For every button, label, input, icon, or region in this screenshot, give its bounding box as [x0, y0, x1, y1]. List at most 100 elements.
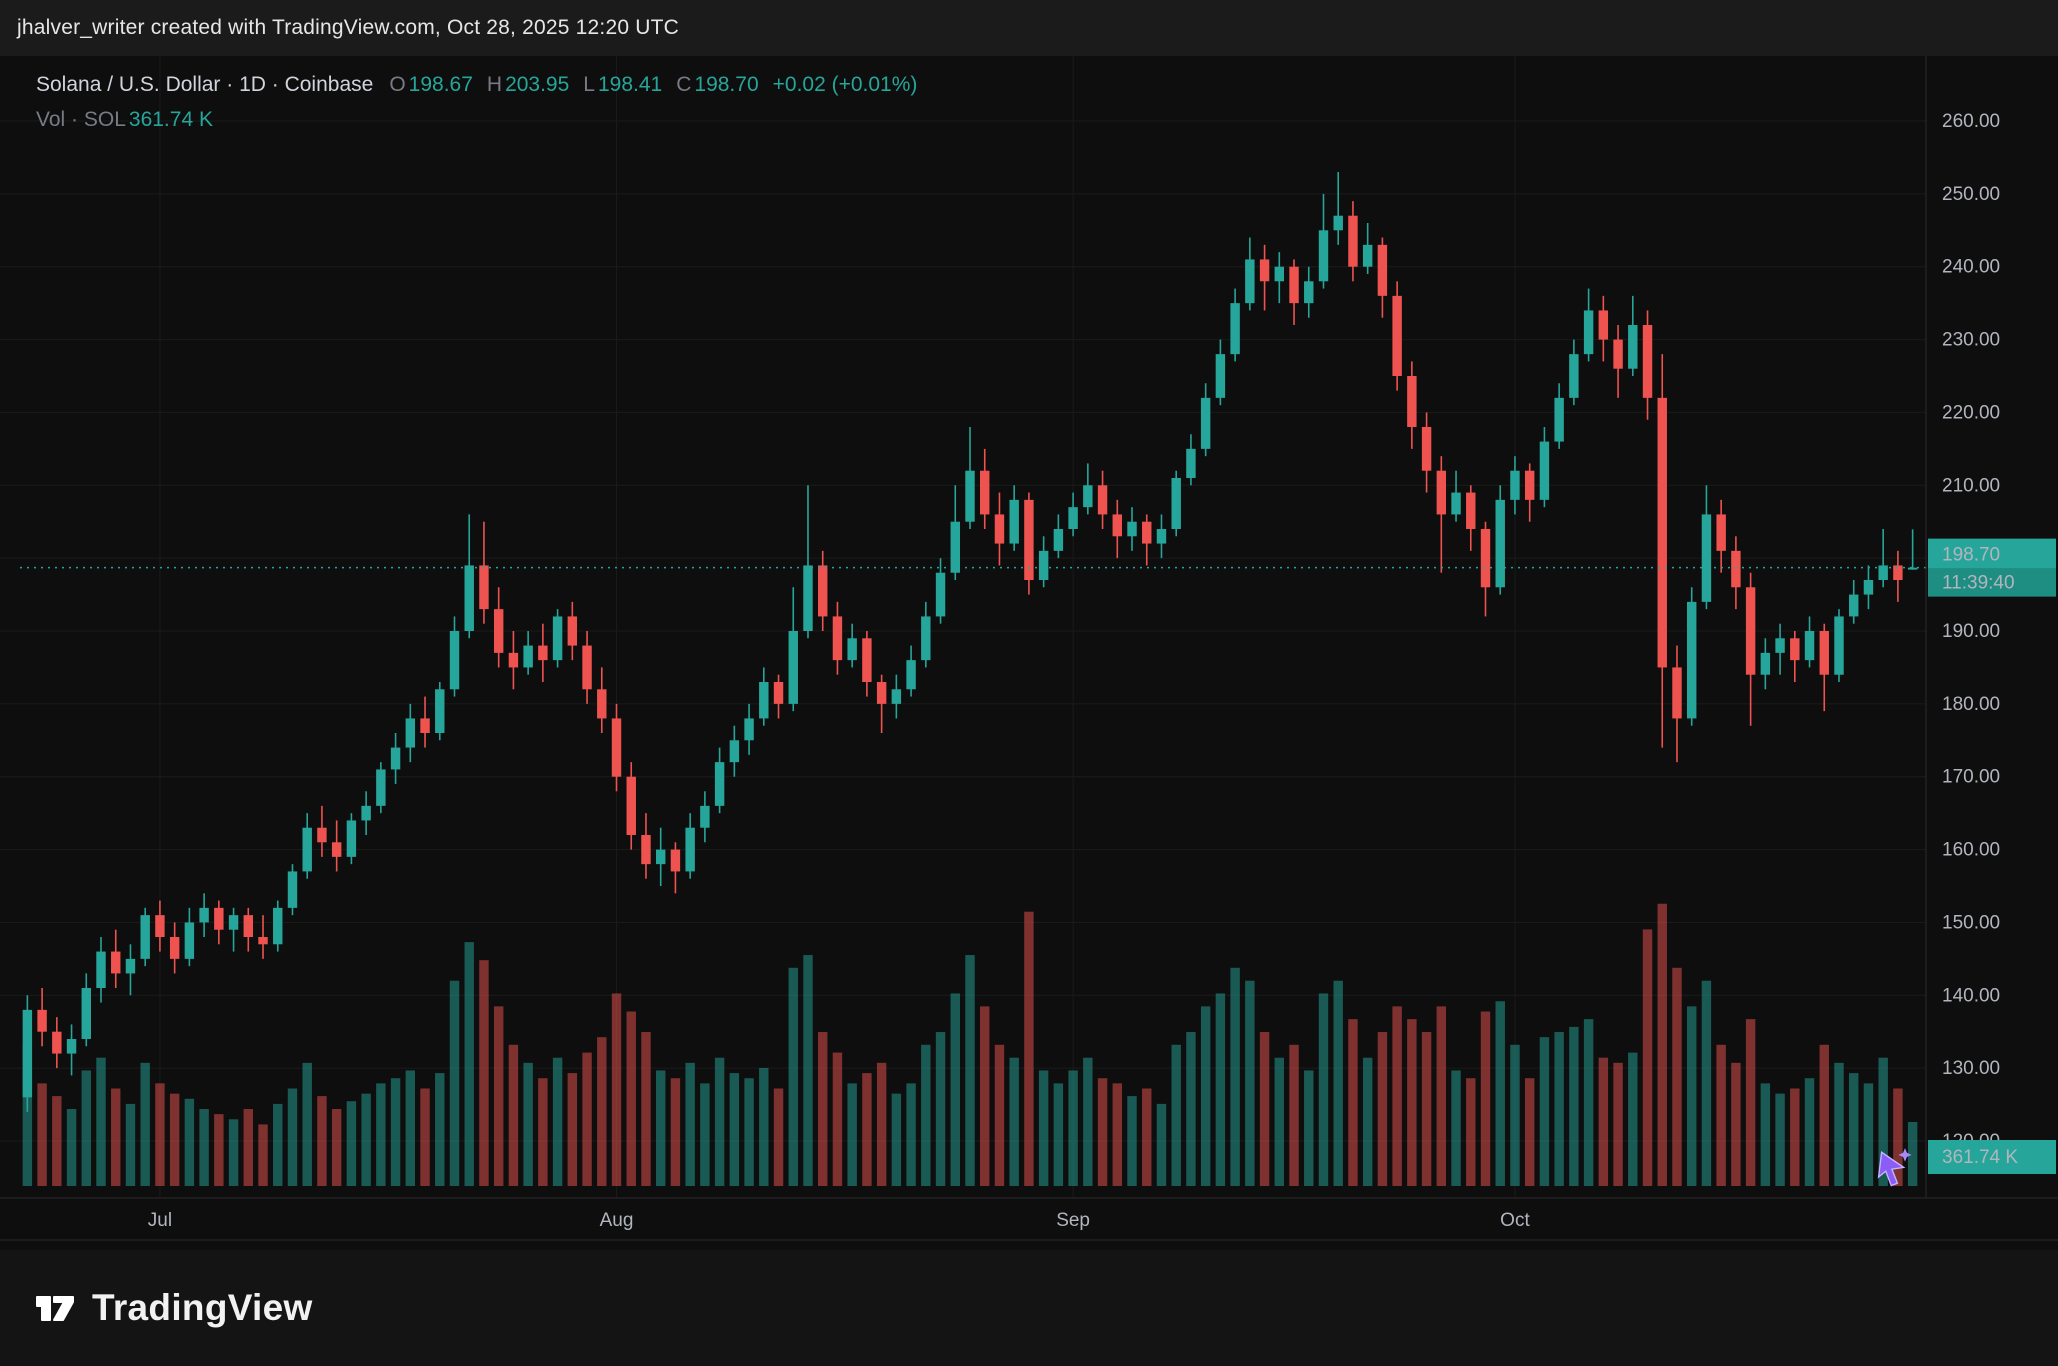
- candle-down[interactable]: [994, 514, 1005, 544]
- candle-up[interactable]: [1068, 507, 1078, 529]
- volume-bar[interactable]: [906, 1083, 916, 1186]
- volume-bar[interactable]: [1186, 1032, 1196, 1186]
- volume-bar[interactable]: [1834, 1062, 1844, 1186]
- candle-down[interactable]: [1657, 397, 1667, 668]
- candle-down[interactable]: [538, 645, 548, 661]
- volume-bar[interactable]: [243, 1109, 254, 1186]
- volume-bar[interactable]: [361, 1093, 371, 1186]
- volume-bar[interactable]: [744, 1078, 754, 1186]
- volume-bar[interactable]: [818, 1032, 828, 1186]
- volume-bar[interactable]: [1554, 1032, 1564, 1186]
- volume-bar[interactable]: [773, 1088, 784, 1186]
- volume-bar[interactable]: [597, 1037, 607, 1186]
- candle-down[interactable]: [773, 682, 784, 704]
- candle-down[interactable]: [479, 565, 489, 610]
- volume-bar[interactable]: [567, 1073, 578, 1186]
- candle-down[interactable]: [111, 951, 121, 974]
- candle-up[interactable]: [1849, 594, 1859, 617]
- candle-up[interactable]: [729, 740, 740, 763]
- candle-down[interactable]: [317, 827, 327, 843]
- volume-bar[interactable]: [169, 1093, 180, 1186]
- candle-up[interactable]: [1083, 485, 1093, 508]
- candle-up[interactable]: [1230, 303, 1240, 355]
- candle-down[interactable]: [331, 842, 342, 857]
- volume-bar[interactable]: [994, 1044, 1005, 1186]
- volume-bar[interactable]: [935, 1032, 946, 1186]
- volume-bar[interactable]: [1436, 1006, 1447, 1186]
- volume-bar[interactable]: [1510, 1044, 1520, 1186]
- volume-bar[interactable]: [405, 1070, 416, 1186]
- volume-bar[interactable]: [729, 1073, 740, 1186]
- candle-up[interactable]: [950, 521, 960, 573]
- candle-down[interactable]: [670, 849, 681, 872]
- candle-down[interactable]: [597, 689, 607, 719]
- volume-bar[interactable]: [155, 1083, 165, 1186]
- volume-bar[interactable]: [538, 1078, 548, 1186]
- candle-down[interactable]: [508, 652, 519, 668]
- volume-bar[interactable]: [803, 955, 813, 1186]
- candle-up[interactable]: [1333, 215, 1343, 231]
- volume-bar[interactable]: [140, 1062, 150, 1186]
- candle-up[interactable]: [1834, 616, 1844, 675]
- candle-up[interactable]: [803, 565, 813, 631]
- candle-up[interactable]: [759, 682, 769, 719]
- volume-bar[interactable]: [1333, 980, 1343, 1186]
- volume-bar[interactable]: [1701, 980, 1712, 1186]
- volume-bar[interactable]: [1142, 1088, 1152, 1186]
- candle-up[interactable]: [287, 871, 298, 908]
- symbol-title[interactable]: Solana / U.S. Dollar · 1D · Coinbase: [36, 73, 374, 96]
- volume-bar[interactable]: [1569, 1026, 1579, 1186]
- candle-up[interactable]: [965, 470, 975, 522]
- volume-bar[interactable]: [1083, 1057, 1093, 1186]
- volume-bar[interactable]: [1672, 967, 1682, 1186]
- volume-bar[interactable]: [670, 1078, 681, 1186]
- candle-up[interactable]: [744, 718, 754, 741]
- volume-bar[interactable]: [1318, 993, 1329, 1186]
- candle-down[interactable]: [243, 915, 254, 937]
- candle-down[interactable]: [1377, 244, 1388, 296]
- candle-up[interactable]: [449, 631, 460, 690]
- candle-up[interactable]: [199, 907, 209, 923]
- volume-bar[interactable]: [1259, 1032, 1270, 1186]
- volume-bar[interactable]: [1451, 1070, 1461, 1186]
- candle-up[interactable]: [1200, 397, 1211, 449]
- volume-bar[interactable]: [1171, 1044, 1181, 1186]
- volume-bar[interactable]: [1230, 967, 1240, 1186]
- candle-up[interactable]: [66, 1039, 77, 1054]
- volume-bar[interactable]: [1583, 1019, 1594, 1186]
- candle-down[interactable]: [1819, 631, 1829, 675]
- volume-bar[interactable]: [1539, 1037, 1550, 1186]
- candle-down[interactable]: [1745, 587, 1756, 675]
- candle-down[interactable]: [493, 609, 504, 653]
- volume-bar[interactable]: [125, 1103, 136, 1186]
- candle-down[interactable]: [1436, 470, 1447, 515]
- candle-up[interactable]: [1156, 529, 1167, 544]
- volume-bar[interactable]: [1731, 1062, 1741, 1186]
- volume-bar[interactable]: [1686, 1006, 1697, 1186]
- volume-bar[interactable]: [921, 1044, 931, 1186]
- candle-down[interactable]: [1392, 295, 1402, 376]
- volume-bar[interactable]: [37, 1083, 47, 1186]
- volume-bar[interactable]: [1466, 1078, 1476, 1186]
- candle-down[interactable]: [1672, 667, 1682, 719]
- candle-down[interactable]: [582, 645, 592, 690]
- candle-up[interactable]: [273, 907, 283, 945]
- volume-bar[interactable]: [479, 960, 489, 1186]
- candle-up[interactable]: [523, 645, 533, 668]
- volume-bar[interactable]: [891, 1093, 902, 1186]
- volume-bar[interactable]: [420, 1088, 430, 1186]
- volume-bar[interactable]: [1068, 1070, 1078, 1186]
- candle-up[interactable]: [302, 827, 312, 872]
- candle-down[interactable]: [818, 565, 828, 617]
- candle-up[interactable]: [1274, 266, 1285, 282]
- candle-down[interactable]: [155, 915, 165, 937]
- candle-down[interactable]: [1259, 259, 1270, 282]
- volume-bar[interactable]: [111, 1088, 121, 1186]
- candle-up[interactable]: [228, 915, 239, 930]
- candle-up[interactable]: [1701, 514, 1712, 602]
- candle-down[interactable]: [214, 907, 224, 930]
- candle-down[interactable]: [1142, 521, 1152, 544]
- candle-down[interactable]: [52, 1031, 62, 1054]
- volume-bar[interactable]: [1878, 1057, 1888, 1186]
- volume-bar[interactable]: [582, 1052, 592, 1186]
